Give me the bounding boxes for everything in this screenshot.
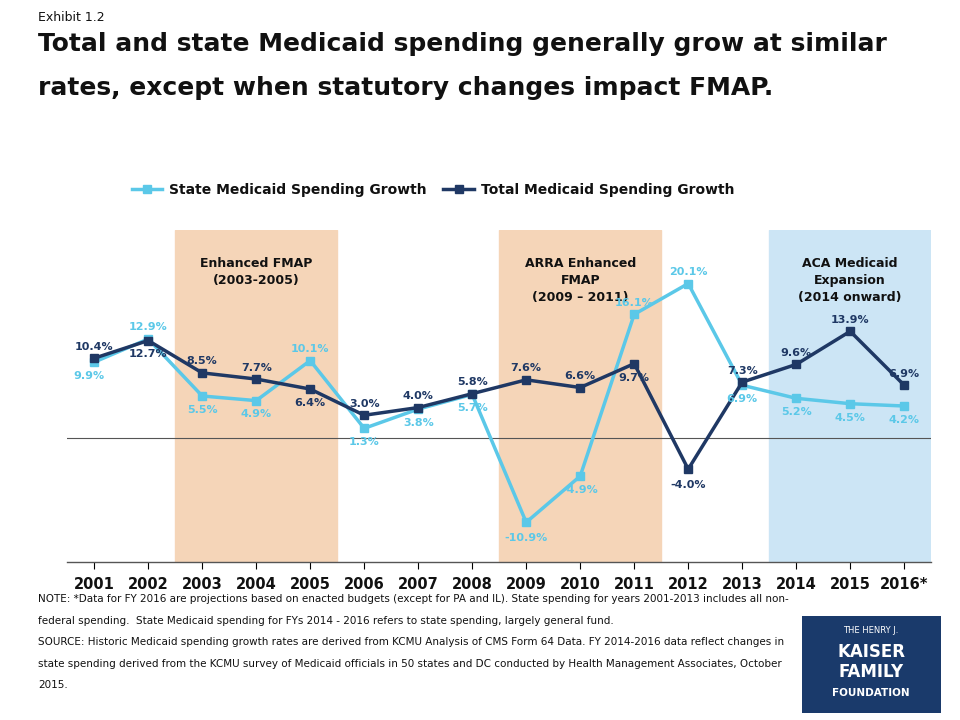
Text: 4.0%: 4.0% [403,391,434,401]
Text: 5.2%: 5.2% [780,408,811,417]
Text: 10.1%: 10.1% [291,344,329,354]
Text: 6.9%: 6.9% [727,394,757,404]
Text: 5.5%: 5.5% [187,405,218,415]
Text: state spending derived from the KCMU survey of Medicaid officials in 50 states a: state spending derived from the KCMU sur… [38,659,782,669]
Bar [769,230,931,562]
Text: 4.9%: 4.9% [241,410,272,420]
Text: NOTE: *Data for FY 2016 are projections based on enacted budgets (except for PA : NOTE: *Data for FY 2016 are projections … [38,594,789,604]
Text: 9.6%: 9.6% [780,348,812,358]
Text: 8.5%: 8.5% [187,356,218,366]
Text: 4.5%: 4.5% [835,413,866,423]
Text: 20.1%: 20.1% [669,267,708,277]
Text: KAISER: KAISER [837,642,905,660]
Text: 5.7%: 5.7% [457,403,488,413]
Text: 2015.: 2015. [38,680,68,690]
Text: 6.9%: 6.9% [889,369,920,379]
Text: -10.9%: -10.9% [505,533,548,543]
Text: ACA Medicaid
Expansion
(2014 onward): ACA Medicaid Expansion (2014 onward) [799,257,902,305]
Bar [175,230,337,562]
Legend: State Medicaid Spending Growth, Total Medicaid Spending Growth: State Medicaid Spending Growth, Total Me… [126,178,740,203]
Text: Enhanced FMAP
(2003-2005): Enhanced FMAP (2003-2005) [200,257,312,287]
Text: 3.0%: 3.0% [348,399,379,409]
Text: SOURCE: Historic Medicaid spending growth rates are derived from KCMU Analysis o: SOURCE: Historic Medicaid spending growt… [38,637,784,647]
Text: 12.9%: 12.9% [129,323,168,333]
Text: 3.8%: 3.8% [403,418,434,428]
Text: 12.7%: 12.7% [129,349,167,359]
Text: rates, except when statutory changes impact FMAP.: rates, except when statutory changes imp… [38,76,774,99]
Text: 5.8%: 5.8% [457,377,488,387]
Text: federal spending.  State Medicaid spending for FYs 2014 - 2016 refers to state s: federal spending. State Medicaid spendin… [38,616,614,626]
Text: 6.4%: 6.4% [295,398,325,408]
Text: 16.1%: 16.1% [614,298,654,308]
Bar [499,230,661,562]
Text: 13.9%: 13.9% [831,315,870,325]
Text: 4.2%: 4.2% [889,415,920,425]
Text: 7.6%: 7.6% [511,364,541,373]
Text: 6.6%: 6.6% [564,371,596,381]
Text: Exhibit 1.2: Exhibit 1.2 [38,11,105,24]
Text: 10.4%: 10.4% [75,342,113,351]
Text: THE HENRY J.: THE HENRY J. [844,626,899,635]
Text: FOUNDATION: FOUNDATION [832,688,910,698]
Text: 1.3%: 1.3% [348,437,379,447]
Text: Total and state Medicaid spending generally grow at similar: Total and state Medicaid spending genera… [38,32,887,56]
Text: -4.0%: -4.0% [670,480,706,490]
Text: 7.7%: 7.7% [241,362,272,372]
Text: ARRA Enhanced
FMAP
(2009 – 2011): ARRA Enhanced FMAP (2009 – 2011) [524,257,636,305]
Text: 9.7%: 9.7% [618,372,650,382]
Text: 9.9%: 9.9% [73,371,105,381]
Text: 7.3%: 7.3% [727,366,757,376]
Text: -4.9%: -4.9% [563,485,598,495]
Text: FAMILY: FAMILY [839,663,903,681]
